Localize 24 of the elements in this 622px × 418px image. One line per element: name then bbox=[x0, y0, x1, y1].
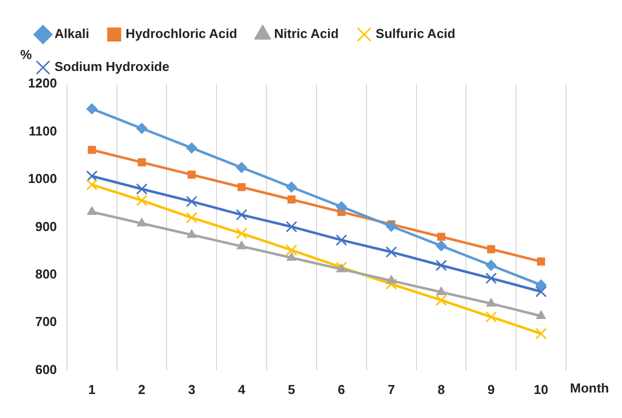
y-tick-label: 600 bbox=[35, 362, 57, 377]
y-tick-label: 900 bbox=[35, 218, 57, 234]
legend-label: Sulfuric Acid bbox=[376, 26, 456, 42]
y-tick-label: 800 bbox=[35, 266, 57, 282]
x-axis-title: Month bbox=[570, 380, 610, 396]
x-tick-label: 1 bbox=[88, 382, 96, 397]
y-tick-label: 1000 bbox=[28, 171, 57, 186]
y-axis-title: % bbox=[20, 47, 32, 62]
x-tick-label: 8 bbox=[438, 382, 445, 397]
x-tick-label: 10 bbox=[534, 382, 548, 397]
x-tick-label: 6 bbox=[338, 382, 346, 397]
x-tick-label: 3 bbox=[188, 382, 196, 397]
x-tick-label: 4 bbox=[238, 382, 246, 397]
legend-label: Alkali bbox=[54, 26, 90, 42]
x-tick-label: 2 bbox=[138, 382, 146, 397]
y-tick-label: 700 bbox=[35, 314, 57, 330]
y-tick-label: 1200 bbox=[28, 76, 57, 91]
x-tick-label: 7 bbox=[388, 382, 395, 397]
y-tick-label: 1100 bbox=[28, 123, 57, 138]
legend-label: Nitric Acid bbox=[274, 26, 339, 42]
legend-label: Sodium Hydroxide bbox=[54, 59, 170, 74]
x-tick-label: 5 bbox=[288, 382, 296, 397]
legend-label: Hydrochloric Acid bbox=[126, 26, 238, 42]
x-tick-label: 9 bbox=[488, 382, 495, 397]
